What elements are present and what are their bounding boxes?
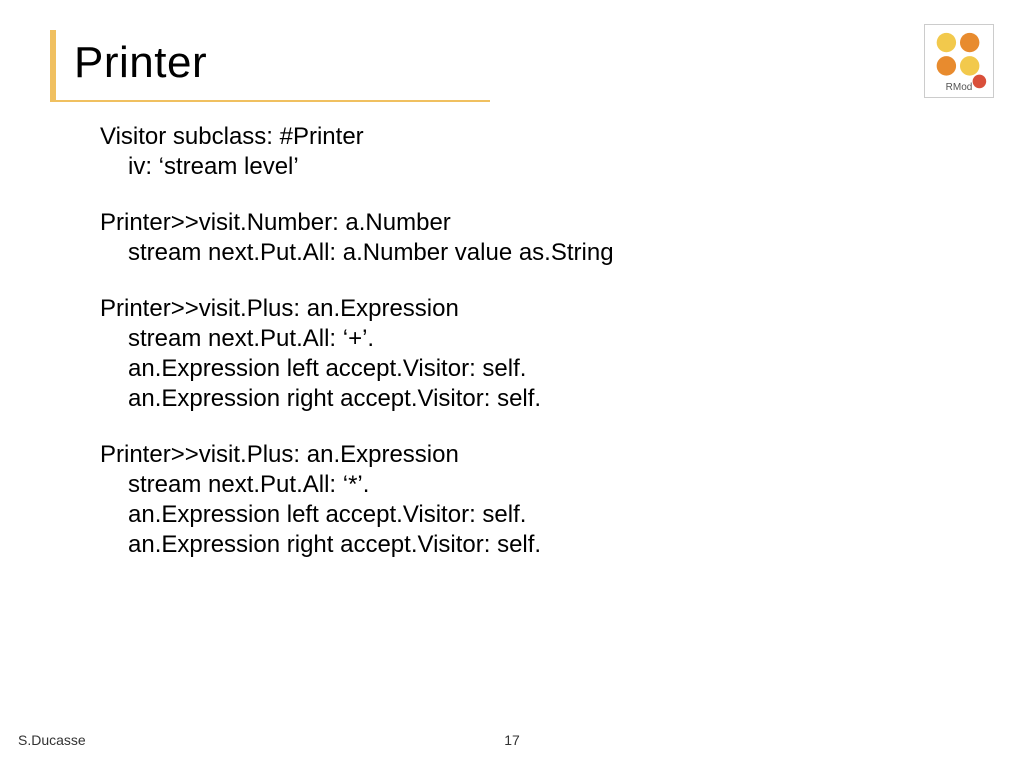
code-block: Printer>>visit.Plus: an.Expression strea… xyxy=(100,294,974,414)
title-accent-bar xyxy=(50,30,56,100)
code-line: Visitor subclass: #Printer xyxy=(100,122,974,152)
code-line: iv: ‘stream level’ xyxy=(100,152,974,182)
footer-page-number: 17 xyxy=(504,732,520,748)
code-block: Printer>>visit.Number: a.Number stream n… xyxy=(100,208,974,268)
code-block: Visitor subclass: #Printer iv: ‘stream l… xyxy=(100,122,974,182)
code-line: Printer>>visit.Plus: an.Expression xyxy=(100,294,974,324)
code-line: an.Expression left accept.Visitor: self. xyxy=(100,500,974,530)
slide: RMod Printer Visitor subclass: #Printer … xyxy=(0,0,1024,768)
code-line: stream next.Put.All: ‘*’. xyxy=(100,470,974,500)
code-line: an.Expression right accept.Visitor: self… xyxy=(100,530,974,560)
slide-body: Visitor subclass: #Printer iv: ‘stream l… xyxy=(100,122,974,560)
code-block: Printer>>visit.Plus: an.Expression strea… xyxy=(100,440,974,560)
code-line: Printer>>visit.Plus: an.Expression xyxy=(100,440,974,470)
page-title: Printer xyxy=(60,30,974,88)
code-line: Printer>>visit.Number: a.Number xyxy=(100,208,974,238)
code-line: stream next.Put.All: ‘+’. xyxy=(100,324,974,354)
title-underline xyxy=(50,100,490,102)
footer-author: S.Ducasse xyxy=(18,732,86,748)
code-line: an.Expression right accept.Visitor: self… xyxy=(100,384,974,414)
code-line: an.Expression left accept.Visitor: self. xyxy=(100,354,974,384)
title-block: Printer xyxy=(60,30,974,88)
code-line: stream next.Put.All: a.Number value as.S… xyxy=(100,238,974,268)
